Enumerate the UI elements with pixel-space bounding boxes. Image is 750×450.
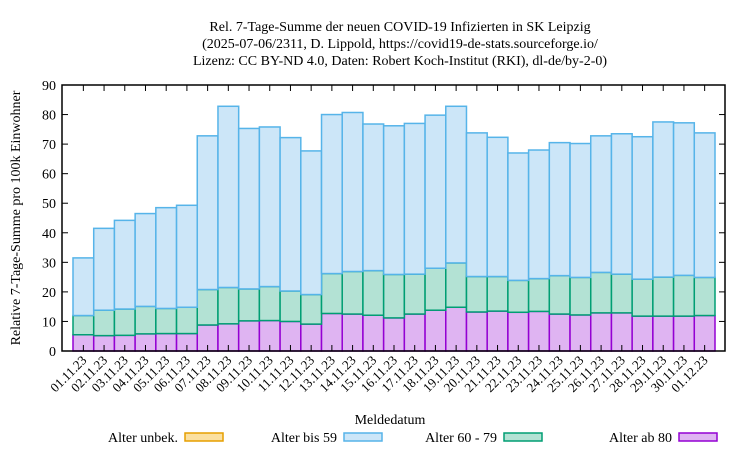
bar-segment	[72, 314, 95, 336]
bar-segment	[320, 113, 343, 275]
bar-segment	[258, 126, 281, 288]
legend-label: Alter ab 80	[609, 431, 672, 446]
legend-label: Alter 60 - 79	[425, 431, 497, 446]
bar-segment	[486, 275, 509, 312]
bar-segment	[175, 306, 199, 335]
bar-segment	[300, 293, 323, 325]
bar-segment	[672, 274, 696, 317]
y-tick-label: 10	[42, 315, 56, 330]
bar-segment	[217, 105, 240, 289]
bar-segment	[279, 136, 302, 292]
bar-segment	[445, 306, 468, 352]
bar-segment	[569, 276, 592, 316]
bars	[72, 105, 716, 352]
bar-segment	[92, 309, 116, 337]
bar-segment	[486, 136, 509, 278]
bar-segment	[362, 123, 385, 272]
legend-swatch	[184, 432, 224, 442]
bar-segment	[610, 133, 633, 275]
bar-segment	[279, 290, 302, 323]
bar-segment	[237, 288, 261, 322]
bar-segment	[631, 278, 654, 317]
bar-segment	[237, 127, 261, 290]
bar-segment	[341, 270, 364, 315]
bar-segment	[320, 272, 343, 315]
bar-segment	[175, 204, 199, 309]
bar-segment	[300, 150, 323, 296]
bar-segment	[196, 288, 219, 326]
bar-segment	[217, 286, 240, 325]
legend-label: Alter bis 59	[271, 431, 337, 446]
bar-segment	[72, 257, 95, 317]
bar-segment	[672, 122, 696, 277]
bar-segment	[155, 307, 178, 335]
bar-segment	[507, 152, 530, 282]
bar-segment	[465, 275, 488, 313]
bar-segment	[527, 277, 551, 313]
bar-segment	[382, 125, 406, 276]
bar-segment	[134, 305, 157, 335]
y-tick-label: 60	[42, 168, 56, 183]
bar-segment	[569, 142, 592, 279]
title-line-2: (2025-07-06/2311, D. Lippold, https://co…	[202, 37, 598, 52]
bar-segment	[341, 111, 364, 273]
title-line-1: Rel. 7-Tage-Summe der neuen COVID-19 Inf…	[209, 20, 590, 35]
bar-segment	[693, 276, 716, 317]
bar-segment	[693, 132, 716, 279]
legend: Alter unbek. Alter bis 59 Alter 60 - 79 Alt…	[108, 431, 718, 446]
y-tick-label: 90	[42, 79, 56, 94]
bar-segment	[155, 206, 178, 310]
bar-segment	[92, 227, 116, 311]
bar-segment	[652, 121, 675, 278]
bar-segment	[610, 273, 633, 314]
legend-swatch	[678, 432, 718, 442]
bar-segment	[589, 135, 613, 274]
bar-segment	[113, 219, 136, 310]
title-line-3: Lizenz: CC BY-ND 4.0, Daten: Robert Koch…	[193, 54, 607, 69]
y-tick-label: 40	[42, 227, 56, 242]
y-axis: 0 10 20 30 40 50 60 70 80 90	[42, 79, 725, 360]
y-tick-label: 20	[42, 286, 56, 301]
bar-segment	[196, 135, 219, 291]
bar-segment	[507, 279, 530, 314]
bar-segment	[652, 276, 675, 317]
bar-segment	[445, 262, 468, 309]
bar-segment	[403, 273, 426, 315]
y-tick-label: 50	[42, 197, 56, 212]
bar-segment	[113, 308, 136, 337]
bar-segment	[382, 273, 406, 319]
y-axis-label: Relative 7-Tage-Summe pro 100k Einwohner	[9, 90, 24, 345]
bar-segment	[527, 149, 551, 280]
bar-segment	[465, 132, 488, 278]
bar-segment	[445, 105, 468, 264]
x-axis-label: Meldedatum	[355, 413, 426, 428]
chart-title: Rel. 7-Tage-Summe der neuen COVID-19 Inf…	[193, 20, 607, 69]
bar-segment	[589, 271, 613, 314]
bar-segment	[548, 141, 571, 277]
bar-segment	[258, 285, 281, 322]
bar-segment	[134, 212, 157, 308]
bar-segment	[424, 267, 447, 311]
y-tick-label: 80	[42, 109, 56, 124]
y-tick-label: 30	[42, 256, 56, 271]
bar-segment	[362, 269, 385, 316]
y-tick-label: 70	[42, 138, 56, 153]
legend-swatch	[503, 432, 543, 442]
bar-segment	[548, 274, 571, 315]
legend-swatch	[343, 432, 383, 442]
bar-segment	[424, 309, 447, 352]
bar-segment	[631, 135, 654, 280]
bar-segment	[403, 122, 426, 275]
legend-label: Alter unbek.	[108, 431, 178, 446]
y-tick-label: 0	[49, 345, 56, 360]
bar-segment	[424, 114, 447, 269]
